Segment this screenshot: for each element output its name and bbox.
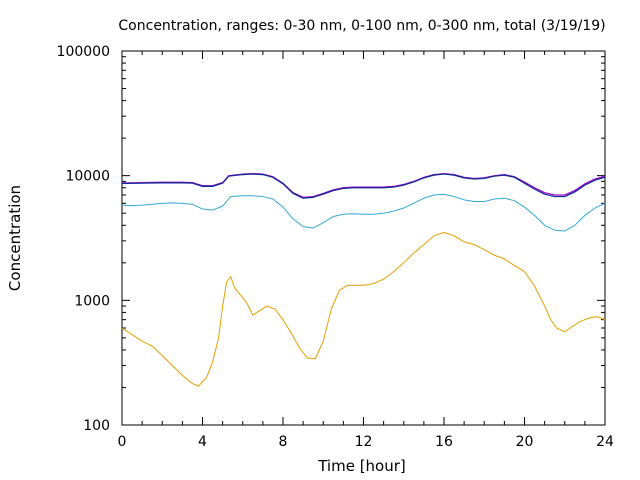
axis-ticks: 0 4 8 12 16 20 24 100 1000 10000 100000 (57, 44, 614, 450)
y-tick-label: 1000 (74, 293, 110, 309)
y-tick-label: 10000 (65, 169, 110, 185)
series-lines (121, 172, 606, 387)
x-tick-label: 24 (596, 434, 614, 450)
x-tick-label: 4 (198, 434, 207, 450)
y-tick-label: 100000 (57, 44, 110, 60)
x-tick-label: 12 (355, 434, 373, 450)
series-line-4 (121, 173, 606, 199)
series-line-1 (121, 232, 606, 387)
x-tick-label: 8 (279, 434, 288, 450)
x-axis-label: Time [hour] (317, 457, 406, 475)
y-tick-label: 100 (83, 418, 110, 434)
series-line-3 (121, 172, 606, 198)
plot-frame (121, 50, 606, 426)
x-tick-label: 0 (118, 434, 127, 450)
x-tick-label: 16 (435, 434, 453, 450)
x-tick-label: 20 (516, 434, 534, 450)
chart-title: Concentration, ranges: 0-30 nm, 0-100 nm… (118, 18, 605, 34)
y-axis-label: Concentration (6, 185, 24, 291)
series-line-2 (121, 193, 606, 232)
